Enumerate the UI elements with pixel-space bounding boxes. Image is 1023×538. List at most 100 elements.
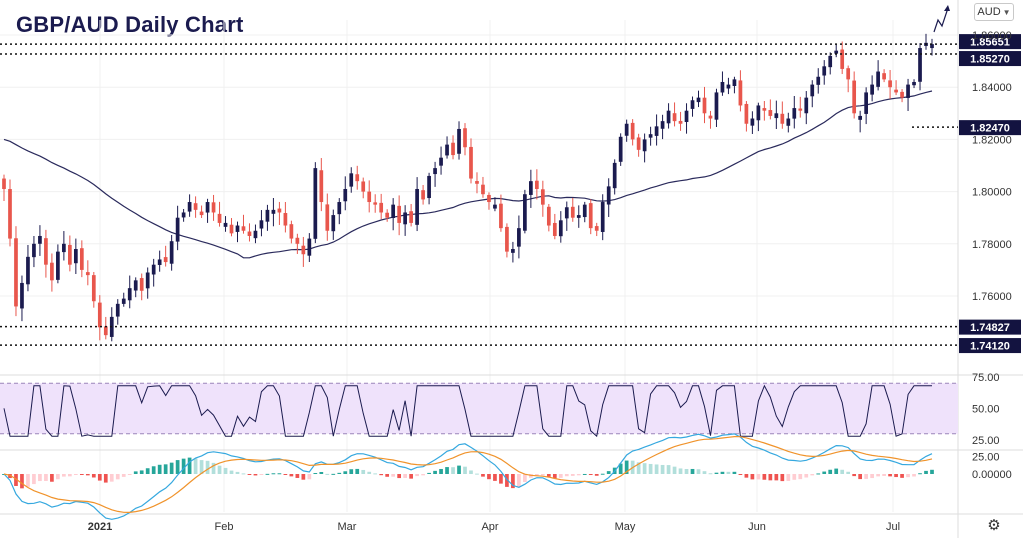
candle-body: [26, 256, 30, 285]
candle-body: [606, 186, 611, 205]
macd-histogram-bar: [187, 457, 192, 474]
macd-histogram-bar: [588, 474, 593, 476]
macd-histogram-bar: [133, 471, 138, 474]
macd-histogram-bar: [834, 468, 839, 474]
candle-body: [38, 235, 42, 244]
macd-histogram-bar: [894, 474, 898, 478]
candle-body: [2, 178, 6, 189]
candle-body: [313, 168, 318, 239]
candle-body: [630, 122, 635, 140]
macd-histogram-bar: [247, 474, 252, 475]
candle-body: [678, 120, 683, 124]
macd-histogram-bar: [876, 474, 880, 477]
candle-body: [14, 238, 18, 307]
candle-body: [672, 113, 677, 122]
candle-body: [475, 181, 479, 184]
macd-histogram-bar: [385, 474, 390, 477]
candle-body: [445, 144, 449, 156]
candle-body: [582, 204, 587, 218]
macd-histogram-bar: [816, 473, 821, 475]
candle-body: [145, 272, 150, 289]
currency-select[interactable]: AUD ▼: [974, 3, 1014, 21]
macd-histogram-bar: [91, 474, 96, 478]
rsi-tick-label: 50.00: [972, 404, 1000, 416]
candle-body: [139, 278, 144, 291]
candle-body: [918, 48, 922, 82]
candle-body: [654, 126, 659, 136]
candle-body: [900, 91, 904, 98]
macd-histogram-bar: [678, 468, 683, 474]
x-tick-label: 2021: [88, 521, 112, 533]
price-levels: 1.85651 1.85270 1.82470 1.74827 1.74120: [0, 34, 1021, 354]
macd-histogram-bar: [14, 474, 18, 486]
macd-histogram-bar: [840, 469, 845, 474]
candle-body: [696, 97, 701, 103]
macd-histogram-bar: [181, 458, 186, 474]
macd-histogram-bar: [259, 474, 264, 475]
candle-body: [283, 212, 288, 226]
candle-body: [181, 212, 186, 218]
macd-histogram-bar: [439, 468, 443, 474]
candle-body: [175, 217, 180, 242]
moving-average-line: [3, 90, 933, 259]
macd-histogram-bar: [475, 473, 479, 475]
candle-body: [73, 249, 78, 264]
candle-body: [708, 115, 713, 119]
candle-body: [834, 50, 839, 54]
macd-histogram-bar: [367, 471, 372, 474]
candle-body: [289, 224, 294, 239]
macd-histogram-bar: [415, 474, 419, 477]
candle-body: [564, 207, 569, 219]
candle-body: [151, 264, 156, 275]
macd-histogram-bar: [744, 474, 749, 478]
candle-body: [115, 303, 120, 317]
candles: [2, 33, 934, 342]
macd-histogram-bar: [379, 474, 384, 476]
macd-histogram-bar: [696, 469, 701, 474]
candle-body: [600, 202, 605, 232]
candle-body: [68, 244, 72, 265]
chevron-down-icon: ▼: [1002, 7, 1011, 17]
macd-histogram-bar: [888, 474, 892, 477]
price-level-label: 1.85651: [970, 37, 1010, 49]
macd-histogram-bar: [241, 473, 246, 475]
candle-body: [624, 123, 629, 136]
candle-body: [91, 275, 96, 302]
candle-body: [265, 209, 270, 222]
macd-histogram-bar: [20, 474, 24, 489]
macd-histogram-bar: [822, 471, 827, 474]
candle-body: [487, 194, 491, 203]
candle-body: [32, 243, 36, 258]
macd-histogram-bar: [451, 467, 455, 474]
price-tick-label: 1.78000: [972, 239, 1012, 251]
macd-histogram-bar: [684, 468, 689, 474]
candle-body: [457, 128, 461, 154]
macd-histogram-bar: [648, 463, 653, 474]
candle-body: [594, 226, 599, 231]
macd-histogram-bar: [846, 471, 851, 474]
macd-histogram-bar: [750, 474, 755, 480]
axes: 1.86000 1.84000 1.82000 1.80000 1.78000 1.760…: [88, 30, 1012, 533]
macd-histogram-bar: [121, 474, 126, 477]
macd-histogram-bar: [277, 473, 282, 475]
macd-histogram-bar: [552, 474, 557, 479]
candle-body: [169, 241, 174, 264]
candle-body: [469, 146, 473, 179]
candle-body: [415, 188, 419, 225]
candle-body: [205, 202, 210, 213]
candle-body: [56, 251, 60, 280]
macd-histogram-bar: [283, 474, 288, 475]
price-tick-label: 1.80000: [972, 187, 1012, 199]
gear-icon[interactable]: ⚙: [987, 516, 1001, 534]
macd-histogram-bar: [229, 470, 234, 474]
candle-body: [511, 249, 515, 253]
candle-body: [79, 248, 84, 270]
macd-histogram-bar: [481, 474, 485, 477]
candle-body: [726, 84, 731, 89]
macd-histogram-bar: [271, 473, 276, 475]
macd-histogram-bar: [205, 460, 210, 474]
candle-body: [636, 137, 641, 150]
candle-body: [44, 238, 48, 265]
